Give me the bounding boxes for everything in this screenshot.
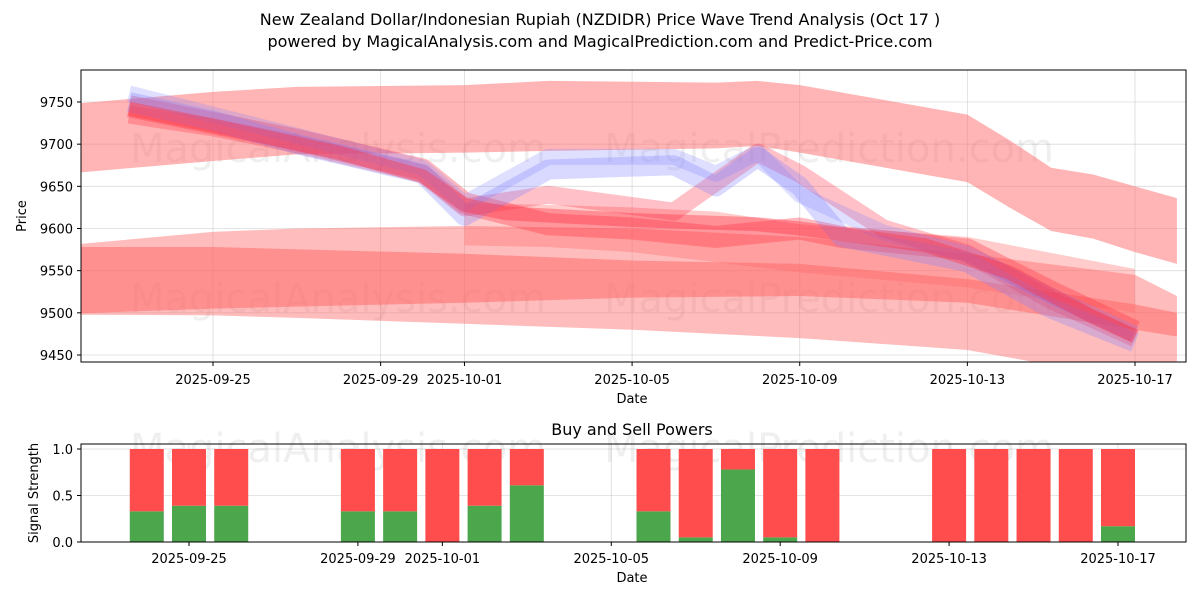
lower-core-band	[81, 247, 1177, 337]
sell-bar	[467, 449, 502, 506]
power-chart-title: Buy and Sell Powers	[551, 420, 713, 439]
buy-bar	[340, 511, 375, 542]
price-x-tick-label: 2025-10-09	[762, 373, 838, 388]
price-y-tick-label: 9650	[40, 180, 73, 195]
price-axes-frame	[80, 69, 1187, 363]
sell-bar	[340, 449, 375, 512]
price-x-tick-label: 2025-10-05	[594, 373, 670, 388]
price-x-tick-label: 2025-10-01	[427, 373, 503, 388]
price-y-axis: 9450 9500 9550 9600 9650 9700 9750	[40, 96, 81, 364]
mid-red-band	[464, 203, 1135, 313]
sell-bar	[636, 449, 671, 512]
sell-bar	[932, 449, 967, 542]
power-x-tick-label: 2025-09-29	[320, 552, 396, 567]
price-x-axis: 2025-09-25 2025-09-29 2025-10-01 2025-10-05…	[175, 362, 1173, 388]
sell-bar	[763, 449, 798, 538]
wave-red-3	[127, 101, 1138, 343]
price-y-tick-label: 9550	[40, 265, 73, 280]
buy-bar	[720, 469, 755, 542]
sell-bar	[509, 449, 544, 486]
buy-bar	[763, 537, 798, 542]
power-axes-frame	[80, 443, 1187, 543]
price-y-tick-label: 9750	[40, 96, 73, 111]
sell-bar	[214, 449, 249, 506]
power-x-tick-label: 2025-10-01	[405, 552, 481, 567]
price-waves	[127, 85, 1140, 352]
price-y-tick-label: 9700	[40, 138, 73, 153]
buy-bar	[214, 505, 249, 542]
sell-bar	[678, 449, 713, 538]
price-x-tick-label: 2025-09-25	[175, 373, 251, 388]
chart-title: New Zealand Dollar/Indonesian Rupiah (NZ…	[259, 10, 941, 29]
power-x-tick-label: 2025-10-09	[742, 552, 818, 567]
price-y-tick-label: 9500	[40, 307, 73, 322]
power-y-tick-label: 1.0	[52, 443, 73, 458]
power-x-tick-label: 2025-10-13	[911, 552, 987, 567]
price-y-tick-label: 9600	[40, 223, 73, 238]
price-x-axis-label: Date	[616, 392, 647, 407]
upper-trend-band	[81, 80, 1177, 264]
buy-bar	[636, 511, 671, 542]
sell-bar	[1058, 449, 1093, 542]
sell-bar	[425, 449, 460, 542]
wave-red-2	[127, 105, 1139, 347]
wave-blue-1	[127, 92, 1139, 352]
buy-bar	[1101, 526, 1135, 542]
buy-bar	[678, 537, 713, 542]
power-x-axis: 2025-09-25 2025-09-29 2025-10-01 2025-10-05…	[151, 542, 1156, 567]
power-x-tick-label: 2025-09-25	[151, 552, 227, 567]
sell-bar	[805, 449, 840, 542]
price-wave-chart: MagicalAnalysis.com MagicalPrediction.co…	[15, 69, 1187, 407]
power-x-tick-label: 2025-10-05	[573, 552, 649, 567]
price-y-axis-label: Price	[15, 200, 30, 232]
wave-blue-2	[127, 85, 1139, 342]
power-y-axis: 0.0 0.5 1.0	[52, 443, 81, 551]
power-y-tick-label: 0.0	[52, 536, 73, 551]
buy-bar	[467, 505, 502, 542]
buy-bar	[129, 511, 164, 542]
price-y-tick-label: 9450	[40, 349, 73, 364]
power-x-axis-label: Date	[616, 571, 647, 586]
buy-bar	[509, 485, 544, 542]
power-x-tick-label: 2025-10-17	[1080, 552, 1156, 567]
power-bars	[129, 449, 1135, 542]
sell-bar	[1101, 449, 1135, 527]
sell-bar	[720, 449, 755, 470]
price-x-tick-label: 2025-09-29	[343, 373, 419, 388]
buy-sell-power-chart: Buy and Sell Powers MagicalAnalysis.com …	[27, 420, 1187, 586]
sell-bar	[1016, 449, 1051, 542]
buy-bar	[383, 511, 418, 542]
sell-bar	[129, 449, 164, 512]
chart-subtitle: powered by MagicalAnalysis.com and Magic…	[267, 32, 933, 51]
sell-bar	[383, 449, 418, 512]
sell-bar	[974, 449, 1009, 542]
wave-red-1	[127, 95, 1140, 342]
price-x-tick-label: 2025-10-17	[1097, 373, 1173, 388]
buy-bar	[172, 505, 206, 542]
price-bands	[81, 80, 1177, 362]
power-y-tick-label: 0.5	[52, 490, 73, 505]
price-x-tick-label: 2025-10-13	[930, 373, 1006, 388]
power-y-axis-label: Signal Strength	[27, 443, 42, 543]
sell-bar	[172, 449, 206, 506]
